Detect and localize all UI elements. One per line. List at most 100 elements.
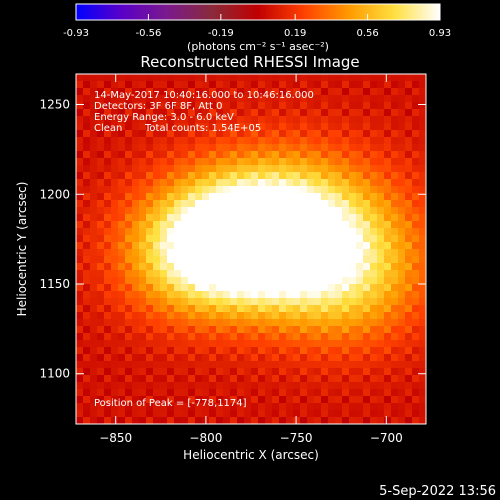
heatmap-cell [412,298,420,306]
heatmap-cell [160,270,168,278]
heatmap-cell [342,326,350,334]
heatmap-cell [202,291,210,299]
heatmap-cell [188,417,196,424]
heatmap-cell [125,123,133,131]
heatmap-cell [216,74,224,82]
heatmap-cell [272,235,280,243]
heatmap-cell [139,200,147,208]
heatmap-cell [83,284,91,292]
heatmap-cell [216,123,224,131]
heatmap-cell [167,291,175,299]
heatmap-cell [90,74,98,82]
heatmap-cell [391,207,399,215]
heatmap-cell [307,144,315,152]
colorbar-tick-label: -0.19 [208,28,234,39]
heatmap-cell [146,102,154,110]
heatmap-cell [293,312,301,320]
heatmap-cell [216,193,224,201]
heatmap-cell [356,214,364,222]
heatmap-cell [167,298,175,306]
heatmap-cell [384,144,392,152]
heatmap-cell [90,347,98,355]
heatmap-cell [293,256,301,264]
heatmap-cell [258,382,266,390]
heatmap-cell [223,312,231,320]
heatmap-cell [279,333,287,341]
heatmap-cell [314,165,322,173]
heatmap-cell [279,186,287,194]
heatmap-cell [146,88,154,96]
heatmap-cell [419,326,426,334]
heatmap-cell [412,263,420,271]
heatmap-cell [335,333,343,341]
heatmap-cell [307,361,315,369]
heatmap-cell [181,123,189,131]
heatmap-cell [97,305,105,313]
heatmap-cell [167,221,175,229]
heatmap-cell [118,249,126,257]
heatmap-cell [279,249,287,257]
heatmap-cell [356,403,364,411]
heatmap-cell [335,284,343,292]
heatmap-cell [76,312,84,320]
heatmap-cell [209,249,217,257]
heatmap-cell [118,333,126,341]
heatmap-cell [258,158,266,166]
heatmap-cell [118,200,126,208]
heatmap-cell [419,214,426,222]
heatmap-cell [272,389,280,397]
heatmap-cell [202,368,210,376]
heatmap-cell [174,116,182,124]
heatmap-cell [272,109,280,117]
heatmap-cell [146,396,154,404]
heatmap-cell [384,361,392,369]
heatmap-cell [384,249,392,257]
heatmap-cell [370,298,378,306]
heatmap-cell [160,123,168,131]
heatmap-cell [118,270,126,278]
heatmap-cell [174,291,182,299]
heatmap-cell [391,389,399,397]
heatmap-cell [132,221,140,229]
heatmap-cell [363,151,371,159]
heatmap-cell [118,221,126,229]
heatmap-cell [181,165,189,173]
heatmap-cell [370,319,378,327]
heatmap-cell [300,256,308,264]
heatmap-cell [153,277,161,285]
heatmap-cell [104,263,112,271]
heatmap-cell [181,291,189,299]
heatmap-cell [258,123,266,131]
heatmap-cell [76,116,84,124]
heatmap-cell [83,200,91,208]
heatmap-cell [97,186,105,194]
heatmap-cell [300,151,308,159]
heatmap-cell [321,361,329,369]
heatmap-cell [412,137,420,145]
heatmap-cell [160,417,168,424]
heatmap-cell [300,291,308,299]
heatmap-cell [146,95,154,103]
heatmap-cell [328,193,336,201]
heatmap-cell [272,242,280,250]
heatmap-cell [251,375,259,383]
heatmap-cell [258,207,266,215]
heatmap-cell [181,228,189,236]
heatmap-cell [391,95,399,103]
heatmap-cell [244,410,252,418]
heatmap-cell [174,165,182,173]
heatmap-cell [370,340,378,348]
heatmap-cell [209,340,217,348]
heatmap-cell [321,228,329,236]
heatmap-cell [104,74,112,82]
heatmap-cell [209,137,217,145]
heatmap-cell [370,277,378,285]
heatmap-cell [251,179,259,187]
heatmap-cell [272,249,280,257]
heatmap-cell [377,207,385,215]
heatmap-cell [265,256,273,264]
heatmap-cell [349,165,357,173]
heatmap-cell [237,123,245,131]
heatmap-cell [132,151,140,159]
heatmap-cell [146,340,154,348]
